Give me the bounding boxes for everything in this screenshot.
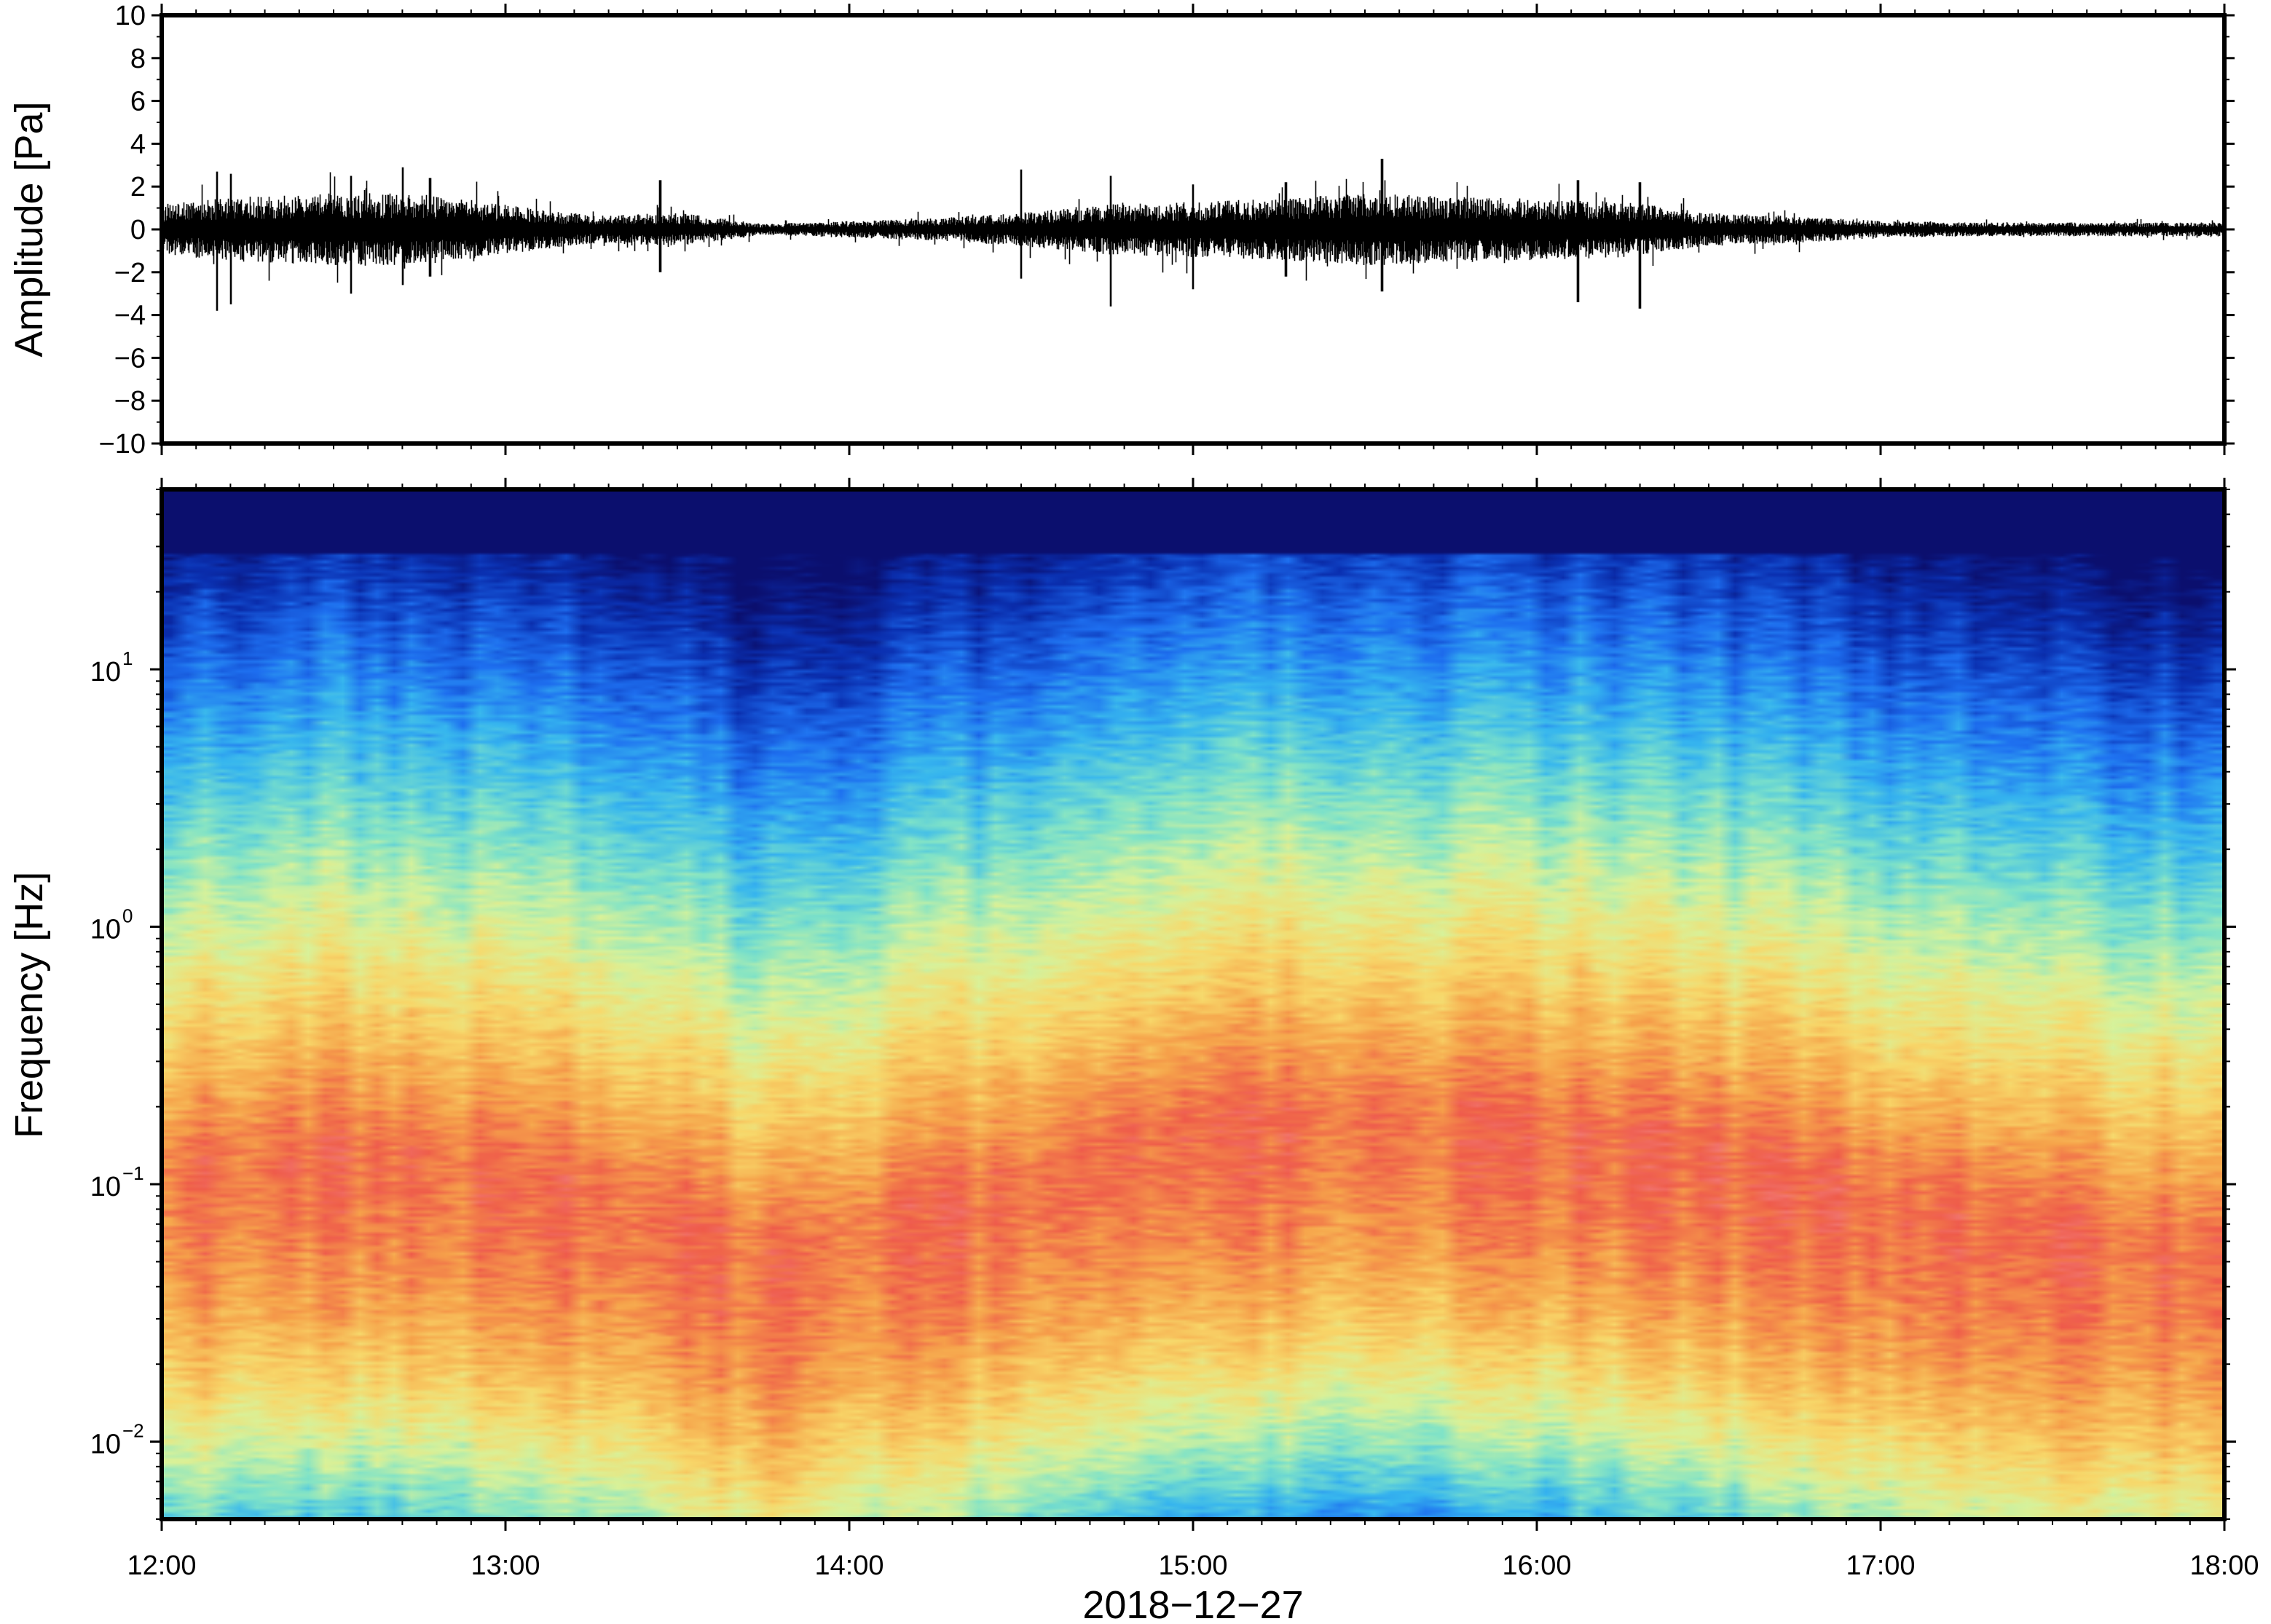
time-axis-label: 2018−12−27	[1082, 1583, 1303, 1624]
frequency-tick-label: 10	[90, 1172, 121, 1202]
frequency-axis-label: Frequency [Hz]	[7, 872, 51, 1138]
amplitude-tick-label: −10	[99, 429, 146, 460]
amplitude-tick-label: −6	[114, 343, 146, 374]
time-tick-label: 13:00	[471, 1550, 540, 1581]
spectrogram-frame	[160, 487, 2227, 1521]
amplitude-tick-label: −2	[114, 258, 146, 288]
amplitude-tick-label: 2	[130, 172, 146, 202]
amplitude-tick-label: 0	[130, 215, 146, 245]
time-tick-label: 12:00	[127, 1550, 196, 1581]
spectrogram-image	[162, 489, 2224, 1519]
frequency-tick-label: 10	[90, 657, 121, 687]
waveform-trace	[161, 159, 2225, 311]
amplitude-tick-label: −8	[114, 386, 146, 417]
frequency-tick-exponent: −2	[122, 1420, 144, 1442]
amplitude-axis-label: Amplitude [Pa]	[7, 101, 51, 357]
frequency-tick-exponent: 0	[122, 905, 133, 927]
time-tick-label: 18:00	[2189, 1550, 2259, 1581]
time-tick-label: 14:00	[814, 1550, 883, 1581]
frequency-tick-exponent: 1	[122, 647, 133, 669]
amplitude-tick-label: 10	[115, 1, 146, 31]
time-tick-label: 16:00	[1502, 1550, 1571, 1581]
waveform-panel: 10 8 6 4 2 0 −2 −4 −6 −8 −10 Amplitude [Pa]	[7, 1, 2235, 460]
amplitude-axis-ticks: 10 8 6 4 2 0 −2 −4 −6 −8 −10	[99, 1, 2235, 460]
frequency-tick-label: 10	[90, 1430, 121, 1460]
time-axis-labels: 12:00 13:00 14:00 15:00 16:00 17:00 18:00	[127, 1550, 2259, 1581]
amplitude-tick-label: −4	[114, 301, 146, 331]
frequency-tick-label: 10	[90, 915, 121, 945]
time-tick-label: 15:00	[1158, 1550, 1227, 1581]
frequency-tick-exponent: −1	[122, 1162, 144, 1184]
amplitude-tick-label: 4	[130, 129, 146, 159]
amplitude-tick-label: 8	[130, 44, 146, 74]
amplitude-tick-label: 6	[130, 87, 146, 117]
waveform-frame	[160, 13, 2227, 446]
time-tick-label: 17:00	[1846, 1550, 1915, 1581]
